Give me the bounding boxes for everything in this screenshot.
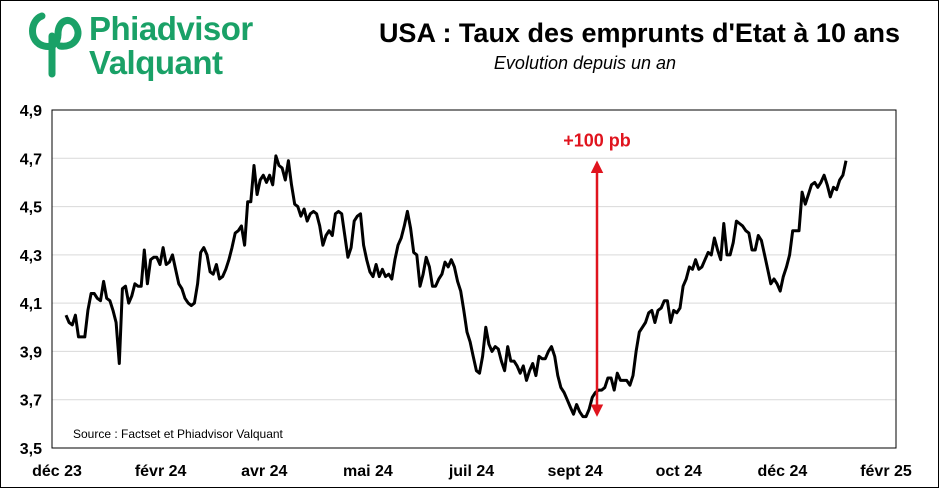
chart-title: USA : Taux des emprunts d'Etat à 10 ans [378, 18, 900, 48]
y-tick-label: 4,5 [20, 200, 42, 217]
y-tick-label: 3,7 [20, 393, 42, 410]
x-tick-label: déc 23 [32, 463, 82, 480]
x-tick-label: mai 24 [343, 463, 393, 480]
x-tick-label: juil 24 [448, 463, 494, 480]
y-tick-label: 3,9 [20, 344, 42, 361]
x-axis: déc 23 févr 24 avr 24 mai 24 juil 24 sept 24 o… [32, 463, 912, 480]
phi-logo-icon [29, 12, 82, 78]
series-line [64, 154, 848, 419]
logo-line-2: Valquant [89, 44, 223, 81]
x-tick-label: sept 24 [548, 463, 603, 480]
x-tick-label: oct 24 [656, 463, 702, 480]
y-tick-label: 4,1 [20, 296, 42, 313]
logo-line-1: Phiadvisor [89, 10, 253, 47]
x-tick-label: févr 24 [135, 463, 187, 480]
annotation-label: +100 pb [563, 131, 631, 151]
source-note: Source : Factset et Phiadvisor Valquant [73, 427, 284, 441]
x-tick-label: avr 24 [241, 463, 287, 480]
y-tick-label: 4,7 [20, 151, 42, 168]
y-axis: 4,9 4,7 4,5 4,3 4,1 3,9 3,7 3,5 [20, 103, 42, 458]
brand-logo: Phiadvisor Valquant [28, 8, 278, 80]
x-tick-label: déc 24 [757, 463, 807, 480]
plot-area [51, 109, 897, 449]
chart-subtitle: Evolution depuis un an [493, 53, 677, 73]
y-tick-label: 4,3 [20, 248, 42, 265]
y-tick-label: 3,5 [20, 441, 42, 458]
x-tick-label: févr 25 [860, 463, 912, 480]
y-tick-label: 4,9 [20, 103, 42, 120]
